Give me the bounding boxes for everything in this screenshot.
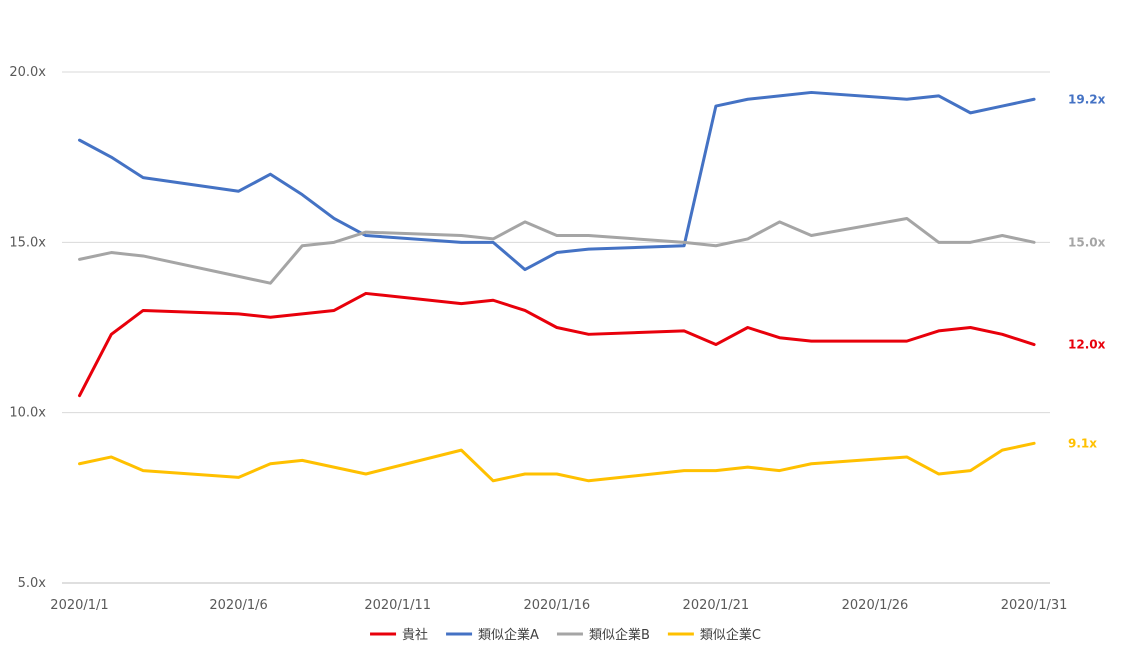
series-line <box>78 90 1036 272</box>
x-tick-label: 2020/1/1 <box>50 598 108 613</box>
y-axis-ticks: 5.0x 10.0x 15.0x 20.0x <box>9 65 46 591</box>
y-tick-label: 5.0x <box>18 576 47 591</box>
end-value-label: 19.2x <box>1068 92 1106 106</box>
gridlines <box>62 71 1050 584</box>
legend-label: 貴社 <box>402 627 428 643</box>
x-tick-label: 2020/1/26 <box>842 598 909 613</box>
legend-label: 類似企業B <box>589 627 650 643</box>
end-labels: 12.0x 19.2x 15.0x 9.1x <box>1068 92 1106 450</box>
end-value-label: 9.1x <box>1068 436 1097 450</box>
x-tick-label: 2020/1/31 <box>1001 598 1068 613</box>
legend-label: 類似企業A <box>478 627 539 643</box>
legend-label: 類似企業C <box>700 627 761 643</box>
x-axis-ticks: 2020/1/1 2020/1/6 2020/1/11 2020/1/16 2020/1… <box>50 598 1067 613</box>
x-tick-label: 2020/1/6 <box>209 598 267 613</box>
series-line <box>78 216 1036 285</box>
series-line <box>78 291 1036 398</box>
end-value-label: 15.0x <box>1068 235 1106 249</box>
series-lines <box>78 90 1036 483</box>
end-value-label: 12.0x <box>1068 338 1106 352</box>
x-tick-label: 2020/1/21 <box>683 598 750 613</box>
x-tick-label: 2020/1/11 <box>364 598 431 613</box>
y-tick-label: 20.0x <box>9 65 46 80</box>
y-tick-label: 15.0x <box>9 235 46 250</box>
legend: 貴社 類似企業A 類似企業B 類似企業C <box>370 627 761 643</box>
x-tick-label: 2020/1/16 <box>523 598 590 613</box>
series-line <box>78 441 1036 483</box>
y-tick-label: 10.0x <box>9 406 46 421</box>
